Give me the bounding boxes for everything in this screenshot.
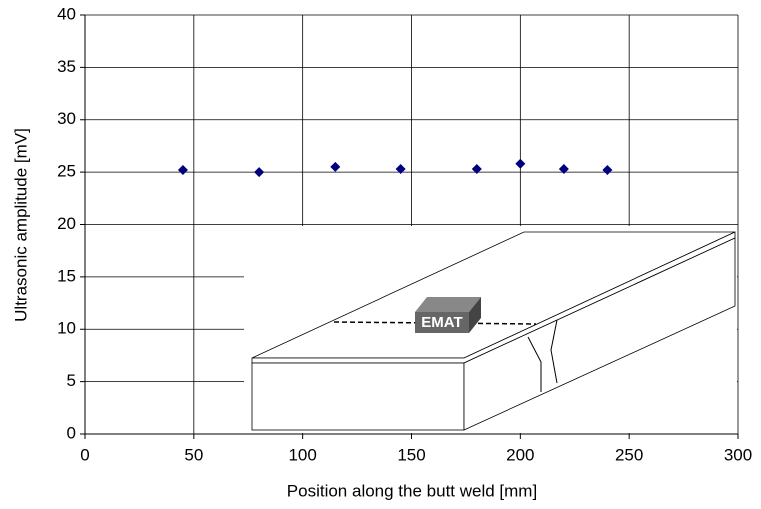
x-tick-label: 300 [724, 445, 752, 464]
x-tick-label: 100 [288, 445, 316, 464]
point [254, 167, 265, 178]
x-tick-label: 250 [615, 445, 643, 464]
x-tick-label: 150 [397, 445, 425, 464]
y-tick-label: 25 [57, 162, 76, 181]
emat-front [415, 312, 469, 333]
y-tick-label: 35 [57, 57, 76, 76]
y-tick-label: 10 [57, 319, 76, 338]
point [558, 163, 569, 174]
point [602, 165, 613, 176]
y-tick-label: 0 [67, 423, 76, 442]
x-tick-label: 50 [184, 445, 203, 464]
point [330, 161, 341, 172]
weld-line [527, 336, 542, 392]
point [471, 163, 482, 174]
y-tick-label: 5 [67, 371, 76, 390]
scan-path [333, 321, 537, 325]
point [515, 158, 526, 169]
y-tick-label: 40 [57, 4, 76, 23]
point [395, 163, 406, 174]
x-tick-label: 0 [80, 445, 89, 464]
weld-line [550, 319, 558, 384]
y-tick-label: 30 [57, 109, 76, 128]
y-axis-label: Ultrasonic amplitude [mV] [11, 128, 30, 322]
emat-side [469, 297, 481, 333]
y-tick-label: 15 [57, 266, 76, 285]
x-tick-label: 200 [506, 445, 534, 464]
y-tick-label: 20 [57, 214, 76, 233]
emat-label: EMAT [421, 314, 462, 331]
x-axis-label: Position along the butt weld [mm] [287, 481, 537, 500]
plate-side [463, 237, 736, 431]
plate-front [251, 362, 465, 431]
inset-diagram: EMAT [244, 226, 737, 433]
emat-top [415, 297, 481, 312]
point [177, 165, 188, 176]
